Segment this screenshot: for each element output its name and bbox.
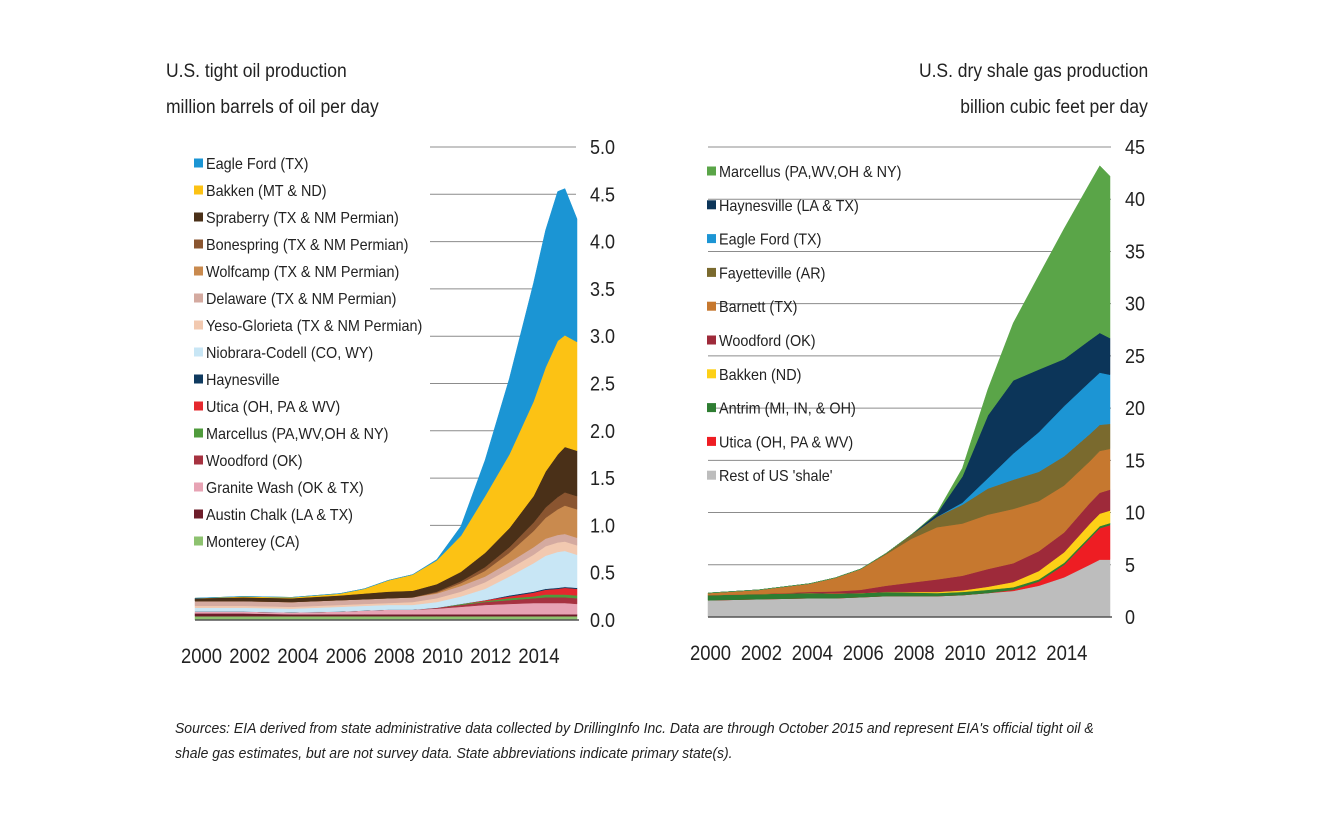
oil-y-tick-label: 4.5 (590, 184, 615, 206)
oil-legend-swatch (194, 266, 203, 276)
oil-legend-swatch (194, 320, 203, 330)
oil-y-tick-label: 1.0 (590, 516, 615, 538)
gas-legend-swatch (707, 166, 716, 176)
oil-legend-label: Austin Chalk (LA & TX) (206, 506, 353, 524)
oil-chart-subtitle: million barrels of oil per day (166, 97, 379, 118)
oil-y-tick-label: 0.5 (590, 563, 615, 585)
gas-x-tick-label: 2002 (741, 642, 782, 665)
gas-legend-swatch (707, 267, 716, 277)
oil-legend-label: Spraberry (TX & NM Permian) (206, 209, 399, 227)
gas-y-tick-label: 40 (1125, 189, 1145, 211)
gas-legend-swatch (707, 234, 716, 244)
oil-legend-swatch (194, 482, 203, 492)
oil-legend-label: Utica (OH, PA & WV) (206, 398, 340, 416)
oil-legend-swatch (194, 239, 203, 249)
oil-y-tick-label: 3.0 (590, 326, 615, 348)
gas-chart-title: U.S. dry shale gas production (918, 61, 1148, 82)
oil-x-tick-label: 2014 (518, 645, 559, 668)
gas-y-tick-label: 5 (1125, 555, 1135, 577)
gas-chart-subtitle: billion cubic feet per day (960, 97, 1148, 118)
oil-legend-swatch (194, 212, 203, 222)
oil-legend-swatch (194, 536, 203, 546)
gas-x-tick-label: 2012 (995, 642, 1036, 665)
gas-y-tick-label: 15 (1125, 451, 1145, 473)
oil-legend-swatch (194, 428, 203, 438)
oil-y-tick-label: 2.5 (590, 374, 615, 396)
oil-chart-title: U.S. tight oil production (166, 61, 347, 82)
oil-legend-swatch (194, 374, 203, 384)
gas-x-tick-label: 2006 (843, 642, 884, 665)
oil-legend-label: Wolfcamp (TX & NM Permian) (206, 263, 399, 281)
oil-x-tick-label: 2000 (181, 645, 222, 668)
oil-legend-label: Delaware (TX & NM Permian) (206, 290, 396, 308)
oil-legend-label: Marcellus (PA,WV,OH & NY) (206, 425, 388, 443)
gas-legend-label: Marcellus (PA,WV,OH & NY) (719, 163, 901, 181)
oil-legend-swatch (194, 347, 203, 357)
gas-legend-label: Rest of US 'shale' (719, 468, 833, 486)
oil-legend-swatch (194, 293, 203, 303)
oil-x-tick-label: 2002 (229, 645, 270, 668)
oil-x-tick-label: 2006 (326, 645, 367, 668)
oil-legend-label: Niobrara-Codell (CO, WY) (206, 344, 373, 362)
gas-legend-label: Woodford (OK) (719, 332, 816, 350)
oil-legend-label: Eagle Ford (TX) (206, 155, 308, 173)
oil-y-tick-label: 1.5 (590, 468, 615, 490)
gas-legend-swatch (707, 436, 716, 446)
gas-legend-swatch (707, 335, 716, 345)
gas-y-tick-label: 25 (1125, 346, 1145, 368)
oil-legend-swatch (194, 185, 203, 195)
gas-y-tick-label: 10 (1125, 503, 1145, 525)
gas-legend-label: Barnett (TX) (719, 299, 797, 317)
oil-legend-swatch (194, 509, 203, 519)
gas-y-tick-label: 35 (1125, 242, 1145, 264)
gas-x-tick-label: 2000 (690, 642, 731, 665)
gas-x-tick-label: 2004 (792, 642, 833, 665)
oil-y-tick-label: 0.0 (590, 610, 615, 632)
oil-legend-swatch (194, 401, 203, 411)
oil-legend-label: Granite Wash (OK & TX) (206, 479, 364, 497)
gas-y-tick-label: 30 (1125, 294, 1145, 316)
gas-legend-swatch (707, 470, 716, 480)
oil-y-tick-label: 4.0 (590, 232, 615, 254)
oil-legend-label: Bonespring (TX & NM Permian) (206, 236, 408, 254)
gas-legend-label: Eagle Ford (TX) (719, 231, 821, 249)
oil-legend-swatch (194, 455, 203, 465)
gas-legend-label: Antrim (MI, IN, & OH) (719, 400, 856, 418)
oil-x-tick-label: 2004 (277, 645, 318, 668)
oil-legend-label: Haynesville (206, 371, 280, 389)
gas-legend-swatch (707, 200, 716, 210)
oil-y-tick-label: 2.0 (590, 421, 615, 443)
gas-y-tick-label: 0 (1125, 607, 1135, 629)
oil-legend-label: Yeso-Glorieta (TX & NM Permian) (206, 317, 422, 335)
oil-legend-label: Woodford (OK) (206, 452, 303, 470)
oil-y-tick-label: 5.0 (590, 137, 615, 159)
gas-legend-label: Bakken (ND) (719, 366, 801, 384)
gas-x-tick-label: 2014 (1046, 642, 1087, 665)
source-note: Sources: EIA derived from state administ… (175, 720, 1094, 762)
gas-x-tick-label: 2010 (945, 642, 986, 665)
gas-legend-swatch (707, 301, 716, 311)
gas-area-marcellus-pa-wv-oh-ny (707, 165, 1111, 594)
gas-legend-swatch (707, 369, 716, 379)
oil-legend-label: Monterey (CA) (206, 533, 300, 551)
oil-x-tick-label: 2010 (422, 645, 463, 668)
gas-x-tick-label: 2008 (894, 642, 935, 665)
oil-y-tick-label: 3.5 (590, 279, 615, 301)
gas-y-tick-label: 45 (1125, 137, 1145, 159)
gas-y-tick-label: 20 (1125, 398, 1145, 420)
gas-legend-label: Haynesville (LA & TX) (719, 197, 859, 215)
oil-x-tick-label: 2012 (470, 645, 511, 668)
oil-x-tick-label: 2008 (374, 645, 415, 668)
gas-legend-label: Utica (OH, PA & WV) (719, 434, 853, 452)
oil-legend-label: Bakken (MT & ND) (206, 182, 327, 200)
gas-legend-swatch (707, 403, 716, 413)
oil-legend-swatch (194, 158, 203, 168)
oil-area-eagle-ford-tx (194, 188, 578, 599)
gas-legend-label: Fayetteville (AR) (719, 265, 825, 283)
